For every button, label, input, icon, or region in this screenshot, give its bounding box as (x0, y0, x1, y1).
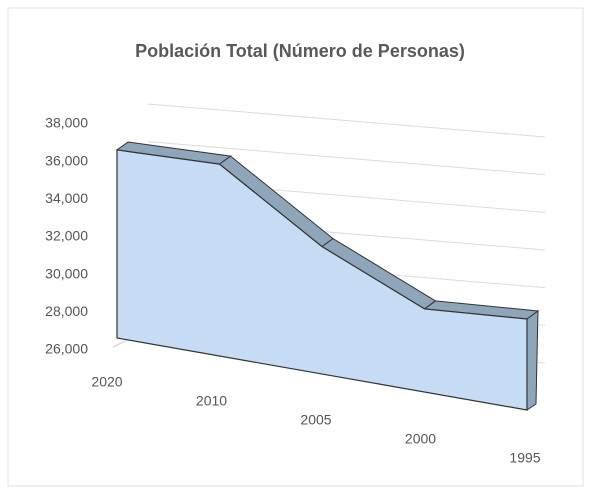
y-tick-label: 34,000 (45, 190, 88, 206)
y-tick-label: 26,000 (45, 341, 88, 357)
grid-line (147, 141, 546, 176)
area (116, 149, 528, 411)
chart-title: Población Total (Número de Personas) (135, 41, 465, 61)
x-tick-label: 2020 (91, 374, 122, 390)
area-side (526, 309, 539, 411)
y-tick-label: 32,000 (45, 228, 88, 244)
y-tick-label: 36,000 (45, 152, 88, 168)
x-tick-label: 1995 (509, 450, 540, 466)
x-tick-label: 2000 (405, 431, 436, 447)
y-tick-label: 30,000 (45, 265, 88, 281)
x-tick-label: 2005 (300, 412, 331, 428)
y-tick-label: 38,000 (45, 115, 88, 131)
y-tick-label: 28,000 (45, 303, 88, 319)
grid-line (147, 103, 546, 138)
x-tick-label: 2010 (196, 393, 227, 409)
